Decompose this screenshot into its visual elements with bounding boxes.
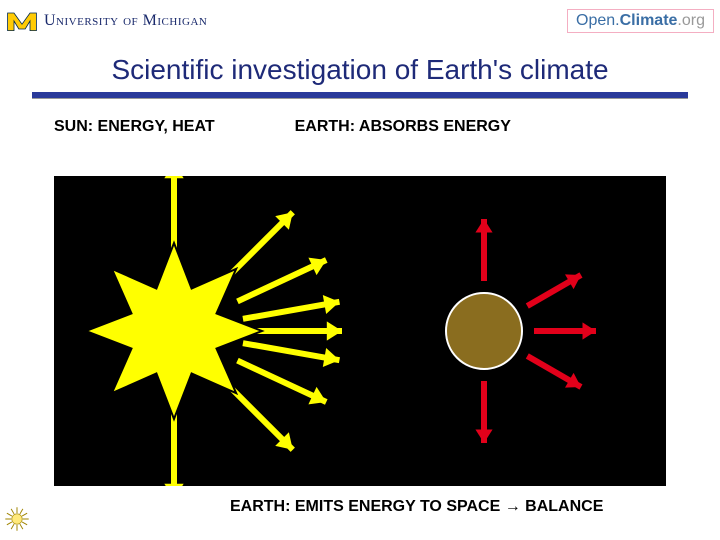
- sun-label: SUN: ENERGY, HEAT: [54, 118, 215, 136]
- page-sun-icon: [4, 506, 30, 532]
- badge-open: Open.: [576, 12, 620, 29]
- title-area: Scientific investigation of Earth's clim…: [0, 40, 720, 104]
- openclimate-badge: Open.Climate.org: [567, 9, 714, 33]
- university-lockup: University of Michigan: [6, 6, 207, 36]
- header-bar: University of Michigan Open.Climate.org: [0, 0, 720, 40]
- title-underline: [32, 92, 688, 98]
- university-name: University of Michigan: [44, 12, 207, 30]
- page-title: Scientific investigation of Earth's clim…: [0, 54, 720, 86]
- badge-org: .org: [677, 12, 705, 29]
- energy-diagram: [54, 176, 666, 486]
- badge-climate: Climate: [620, 12, 678, 29]
- earth-absorb-label: EARTH: ABSORBS ENERGY: [295, 118, 511, 136]
- top-labels: SUN: ENERGY, HEAT EARTH: ABSORBS ENERGY: [0, 104, 720, 142]
- earth-emit-label: EARTH: EMITS ENERGY TO SPACE → BALANCE: [230, 498, 603, 516]
- energy-diagram-svg: [54, 176, 666, 486]
- umich-m-icon: [6, 6, 38, 36]
